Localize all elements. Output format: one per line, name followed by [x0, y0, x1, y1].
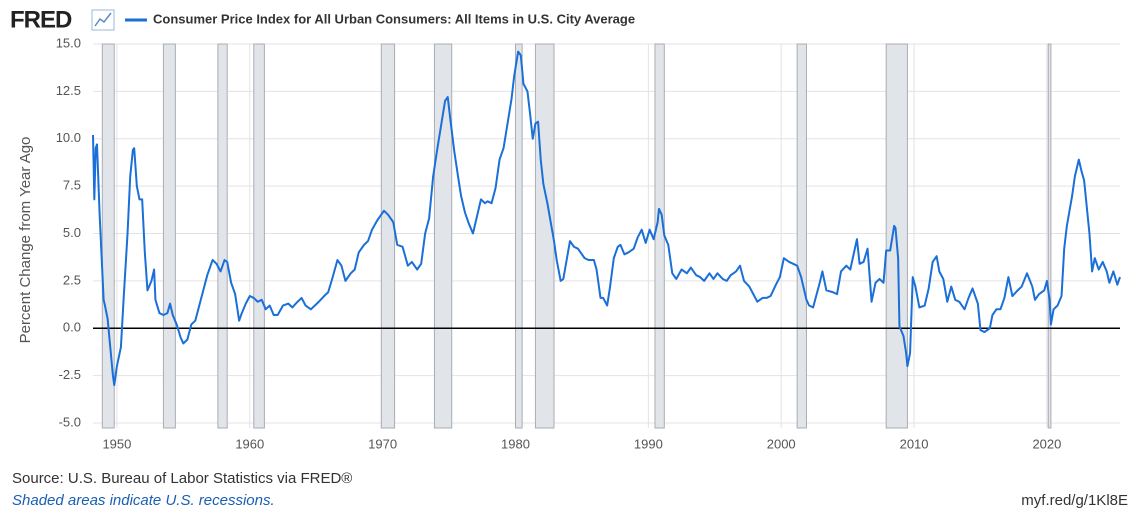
recession-band [101, 43, 115, 429]
y-tick-label: 12.5 [56, 83, 81, 98]
y-tick-label: 7.5 [63, 178, 81, 193]
y-tick-label: -5.0 [59, 414, 81, 429]
x-tick-label: 2020 [1032, 436, 1061, 451]
series-line [92, 50, 1121, 387]
x-tick-label: 1950 [102, 436, 131, 451]
source: Source: U.S. Bureau of Labor Statistics … [12, 470, 352, 487]
note: Shaded areas indicate U.S. recessions. [12, 492, 275, 509]
x-tick-label: 1980 [501, 436, 530, 451]
recession-band [514, 43, 523, 429]
x-tick-label: 2010 [900, 436, 929, 451]
y-tick-label: 0.0 [63, 320, 81, 335]
x-tick-label: 1970 [368, 436, 397, 451]
y-tick-label: -2.5 [59, 367, 81, 382]
recession-band [162, 43, 176, 429]
y-axis-label: Percent Change from Year Ago [17, 137, 34, 344]
recession-band [654, 43, 665, 429]
logo: FRED [10, 6, 72, 33]
recession-band [796, 43, 807, 429]
y-tick-label: 5.0 [63, 225, 81, 240]
recession-band [253, 43, 265, 429]
x-tick-label: 1960 [235, 436, 264, 451]
recession-band [217, 43, 228, 429]
y-tick-label: 2.5 [63, 272, 81, 287]
y-tick-label: 15.0 [56, 35, 81, 50]
legend-label: Consumer Price Index for All Urban Consu… [153, 11, 635, 26]
logo-icon [91, 9, 115, 31]
x-tick-label: 1990 [634, 436, 663, 451]
link: myf.red/g/1Kl8E [1021, 492, 1128, 509]
recession-band [380, 43, 396, 429]
recession-band [1047, 43, 1052, 429]
y-tick-label: 10.0 [56, 130, 81, 145]
recession-band [534, 43, 555, 429]
x-tick-label: 2000 [767, 436, 796, 451]
